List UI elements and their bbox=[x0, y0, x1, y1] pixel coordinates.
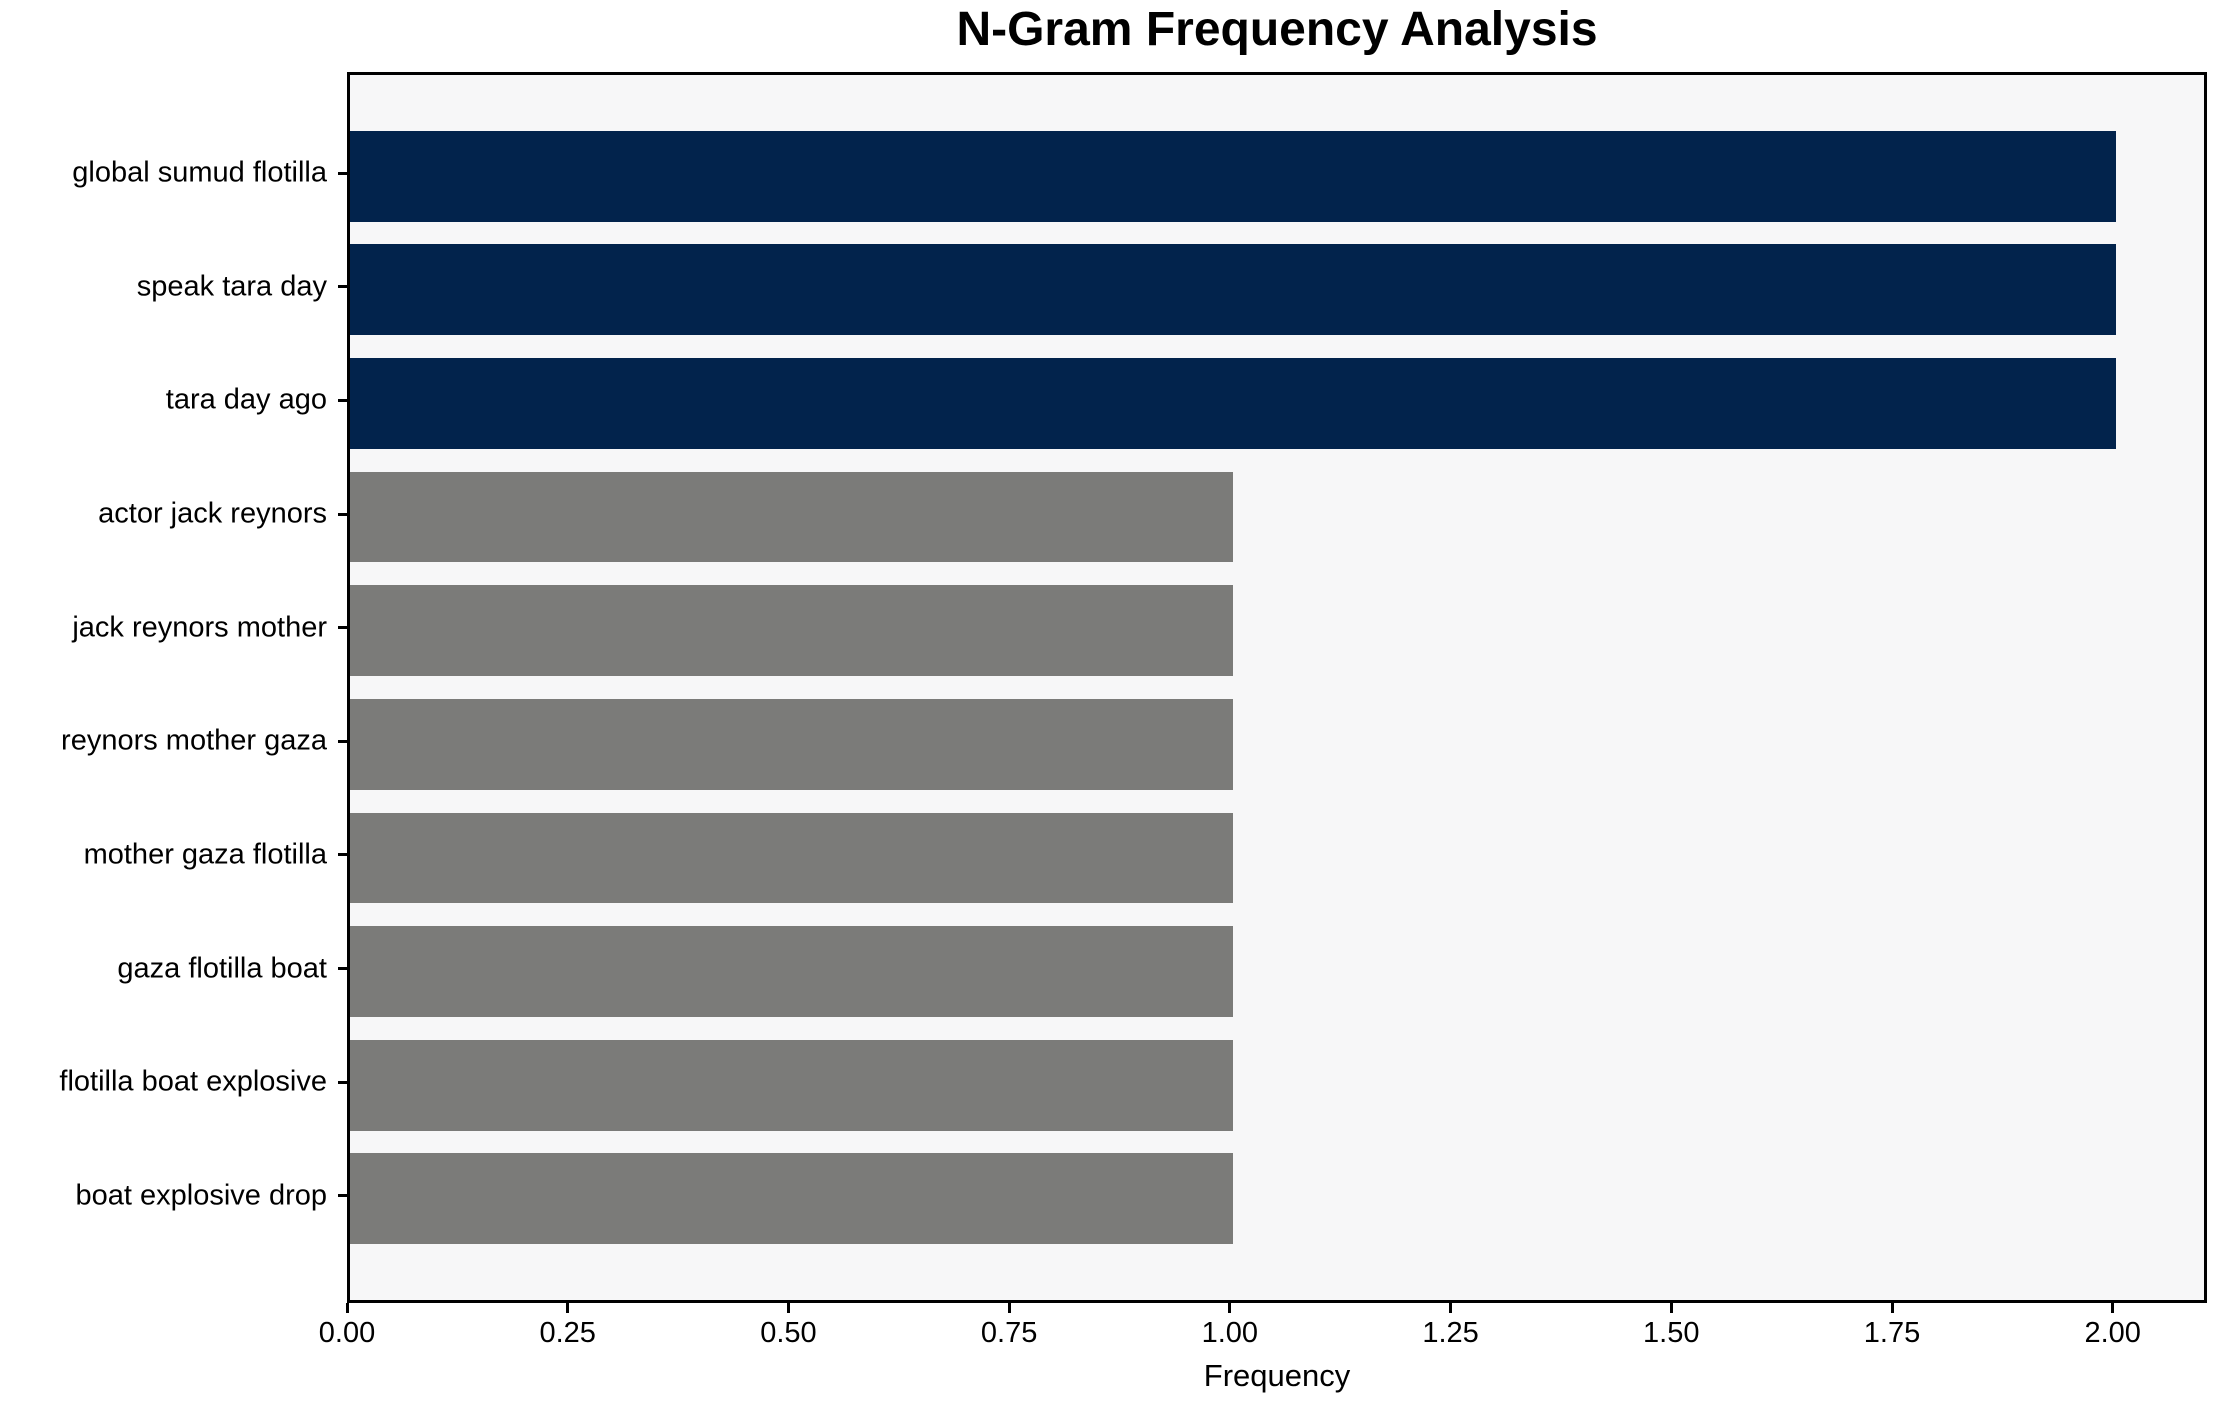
y-axis-ticks bbox=[338, 72, 347, 1303]
x-tick-label: 0.75 bbox=[980, 1317, 1038, 1349]
x-tick-mark bbox=[786, 1303, 790, 1313]
bar bbox=[350, 698, 1233, 790]
y-tick-mark bbox=[338, 512, 347, 516]
y-tick-mark bbox=[338, 626, 347, 630]
x-axis: 0.00 0.25 0.50 0.75 1.00 1.25 1.50 1.75 2.00 bbox=[319, 1303, 2207, 1383]
bar bbox=[350, 357, 2116, 449]
x-tick-mark bbox=[1449, 1303, 1453, 1313]
y-tick-mark bbox=[338, 285, 347, 289]
y-tick-mark bbox=[338, 1194, 347, 1198]
y-tick-mark bbox=[338, 853, 347, 857]
x-tick-label: 0.25 bbox=[539, 1317, 596, 1349]
y-tick-label: gaza flotilla boat bbox=[117, 952, 327, 985]
y-tick-label: flotilla boat explosive bbox=[59, 1065, 327, 1098]
y-tick-label: tara day ago bbox=[165, 383, 327, 416]
y-tick-label: boat explosive drop bbox=[75, 1179, 328, 1212]
bar bbox=[350, 1153, 1233, 1245]
x-tick-mark bbox=[2111, 1303, 2115, 1313]
bar bbox=[350, 585, 1233, 677]
y-tick-mark bbox=[338, 398, 347, 402]
y-tick-mark bbox=[338, 1080, 347, 1084]
x-tick-label: 1.00 bbox=[1201, 1317, 1259, 1349]
x-tick-mark bbox=[566, 1303, 570, 1313]
x-tick-mark bbox=[345, 1303, 349, 1313]
x-tick-label: 1.50 bbox=[1643, 1317, 1700, 1349]
y-tick-label: speak tara day bbox=[136, 270, 327, 303]
y-tick-mark bbox=[338, 171, 347, 175]
x-tick-mark bbox=[1669, 1303, 1673, 1313]
bar bbox=[350, 926, 1233, 1018]
chart-title: N-Gram Frequency Analysis bbox=[956, 3, 1598, 56]
y-tick-label: jack reynors mother bbox=[72, 611, 327, 644]
y-axis: global sumud flotilla speak tara day tara … bbox=[0, 72, 327, 1303]
bar bbox=[350, 130, 2116, 222]
bar bbox=[350, 812, 1233, 904]
bar bbox=[350, 244, 2116, 336]
x-tick-mark bbox=[1890, 1303, 1894, 1313]
bar bbox=[350, 471, 1233, 563]
x-tick-label: 1.25 bbox=[1422, 1317, 1479, 1349]
bar bbox=[350, 1039, 1233, 1131]
y-tick-label: actor jack reynors bbox=[98, 497, 327, 530]
y-tick-mark bbox=[338, 967, 347, 971]
y-tick-label: mother gaza flotilla bbox=[83, 838, 327, 871]
plot-area bbox=[347, 72, 2207, 1303]
y-tick-label: reynors mother gaza bbox=[61, 724, 327, 757]
x-tick-label: 2.00 bbox=[2084, 1317, 2141, 1349]
x-tick-label: 0.00 bbox=[318, 1317, 376, 1349]
y-tick-label: global sumud flotilla bbox=[72, 156, 327, 189]
y-tick-mark bbox=[338, 739, 347, 743]
x-tick-label: 1.75 bbox=[1863, 1317, 1921, 1349]
x-tick-mark bbox=[1228, 1303, 1232, 1313]
x-tick-mark bbox=[1007, 1303, 1011, 1313]
x-axis-label: Frequency bbox=[1203, 1358, 1351, 1393]
x-tick-label: 0.50 bbox=[760, 1317, 817, 1349]
